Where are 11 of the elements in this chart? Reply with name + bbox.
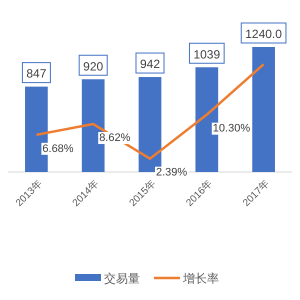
data-label: 942 — [140, 57, 160, 72]
data-label: 1039 — [193, 47, 220, 62]
data-label: 920 — [83, 59, 104, 74]
data-label: 2.39% — [156, 166, 188, 179]
data-label: 10.30% — [212, 122, 250, 135]
data-label: 847 — [26, 66, 46, 81]
data-label: 6.68% — [42, 142, 74, 155]
data-label: 1240.0 — [245, 27, 282, 41]
legend-label: 增长率 — [183, 272, 219, 286]
legend-label: 交易量 — [104, 272, 140, 286]
data-label: 8.62% — [99, 132, 130, 144]
